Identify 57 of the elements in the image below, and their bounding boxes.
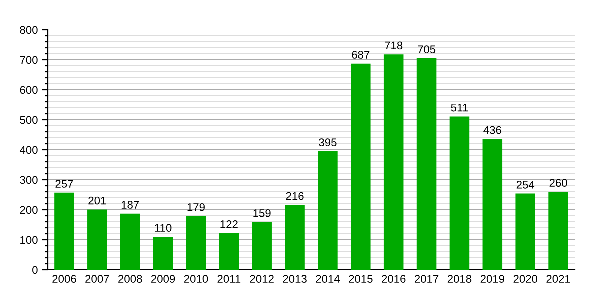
data-label: 216 <box>286 192 304 200</box>
x-tick-label: 2014 <box>316 275 340 284</box>
data-label: 687 <box>352 51 370 59</box>
x-tick-label: 2010 <box>184 275 208 284</box>
data-label: 187 <box>122 201 140 209</box>
bar <box>120 214 140 270</box>
data-label: 159 <box>254 209 271 218</box>
x-tick-label: 2007 <box>86 275 110 284</box>
x-tick-label: 2006 <box>52 275 76 284</box>
data-label: 122 <box>220 220 238 228</box>
data-label: 257 <box>56 180 74 188</box>
data-label: 705 <box>418 46 436 54</box>
bar <box>88 210 108 270</box>
bar <box>252 222 272 270</box>
data-label: 718 <box>385 42 403 50</box>
y-tick-label: 200 <box>20 206 38 214</box>
data-label: 201 <box>88 196 106 205</box>
x-tick-label: 2011 <box>218 275 241 284</box>
bar <box>482 139 503 270</box>
x-tick-label: 2017 <box>414 275 439 284</box>
x-tick-label: 2019 <box>480 275 504 284</box>
x-tick-label: 2018 <box>448 275 472 284</box>
bar <box>351 64 371 270</box>
bar <box>450 116 470 270</box>
y-tick-label: 500 <box>20 116 38 124</box>
data-label: 395 <box>319 138 337 147</box>
y-tick-label: 400 <box>20 146 38 154</box>
bar <box>548 192 568 270</box>
y-tick-label: 800 <box>20 26 38 34</box>
x-tick-label: 2015 <box>349 275 373 284</box>
data-label: 511 <box>451 104 468 112</box>
bar <box>416 58 437 270</box>
x-tick-label: 2016 <box>382 275 406 284</box>
y-tick-label: 300 <box>20 176 38 184</box>
data-label: 436 <box>484 126 502 134</box>
bar <box>219 233 240 270</box>
data-label: 254 <box>516 180 535 189</box>
bar <box>186 216 206 270</box>
bar <box>285 205 305 270</box>
x-tick-label: 2009 <box>151 275 176 284</box>
x-tick-label: 2008 <box>118 275 142 284</box>
data-label: 179 <box>188 203 205 212</box>
bar <box>318 152 338 270</box>
y-tick-label: 700 <box>20 56 38 64</box>
data-label: 260 <box>550 179 568 188</box>
y-tick-label: 600 <box>20 86 38 94</box>
x-tick-label: 2012 <box>250 275 274 284</box>
data-label: 110 <box>155 224 172 232</box>
y-tick-label: 100 <box>20 236 38 244</box>
y-tick-label: 0 <box>32 266 38 274</box>
bar <box>384 54 404 270</box>
bar <box>516 194 536 270</box>
x-tick-label: 2020 <box>514 275 538 284</box>
bar <box>54 192 74 270</box>
x-tick-label: 2021 <box>546 275 570 284</box>
x-tick-label: 2013 <box>283 275 307 284</box>
bar <box>153 237 174 270</box>
